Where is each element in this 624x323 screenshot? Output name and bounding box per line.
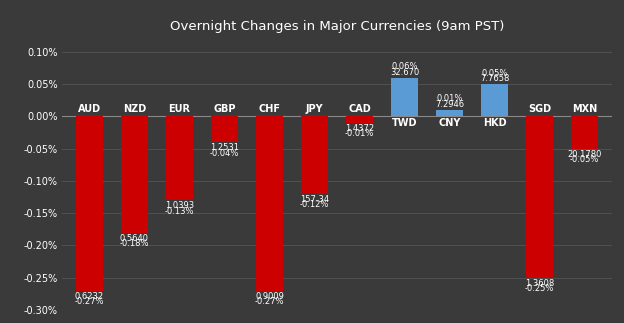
Text: 0.6232: 0.6232 [75, 292, 104, 301]
Text: 0.5640: 0.5640 [120, 234, 149, 243]
Bar [391, 78, 418, 116]
Text: 1.3608: 1.3608 [525, 279, 554, 288]
Text: 1.4372: 1.4372 [345, 124, 374, 133]
Text: -0.25%: -0.25% [525, 284, 554, 293]
Text: TWD: TWD [392, 118, 417, 128]
Text: 0.06%: 0.06% [391, 62, 417, 71]
Text: -0.13%: -0.13% [165, 207, 194, 216]
Text: 32.670: 32.670 [390, 68, 419, 77]
Text: 1.0393: 1.0393 [165, 201, 194, 210]
Bar [166, 116, 193, 200]
Text: AUD: AUD [78, 104, 101, 114]
Text: 0.9009: 0.9009 [255, 292, 284, 301]
Text: 7.7658: 7.7658 [480, 74, 509, 83]
Text: 0.01%: 0.01% [436, 94, 462, 103]
Bar [211, 116, 238, 142]
Bar [256, 116, 283, 291]
Bar [571, 116, 598, 149]
Text: CHF: CHF [258, 104, 280, 114]
Text: -0.27%: -0.27% [75, 297, 104, 306]
Text: 0.05%: 0.05% [481, 68, 508, 78]
Text: -0.05%: -0.05% [570, 155, 599, 164]
Text: NZD: NZD [123, 104, 146, 114]
Text: -0.12%: -0.12% [300, 200, 329, 209]
Text: 20.1780: 20.1780 [567, 150, 602, 159]
Bar [76, 116, 103, 291]
Text: -0.27%: -0.27% [255, 297, 284, 306]
Text: -0.04%: -0.04% [210, 149, 239, 158]
Text: GBP: GBP [213, 104, 236, 114]
Text: -0.01%: -0.01% [345, 129, 374, 138]
Text: 157.34: 157.34 [300, 195, 329, 204]
Text: 7.2946: 7.2946 [435, 100, 464, 109]
Bar [526, 116, 553, 278]
Text: 1.2531: 1.2531 [210, 143, 239, 152]
Text: MXN: MXN [572, 104, 597, 114]
Text: EUR: EUR [168, 104, 190, 114]
Title: Overnight Changes in Major Currencies (9am PST): Overnight Changes in Major Currencies (9… [170, 20, 504, 33]
Bar [481, 84, 508, 116]
Bar [346, 116, 373, 123]
Text: HKD: HKD [483, 118, 506, 128]
Text: CAD: CAD [348, 104, 371, 114]
Text: SGD: SGD [528, 104, 551, 114]
Bar [301, 116, 328, 194]
Text: CNY: CNY [438, 118, 461, 128]
Bar [436, 110, 463, 116]
Text: JPY: JPY [306, 104, 323, 114]
Bar [121, 116, 148, 233]
Text: -0.18%: -0.18% [120, 239, 149, 248]
